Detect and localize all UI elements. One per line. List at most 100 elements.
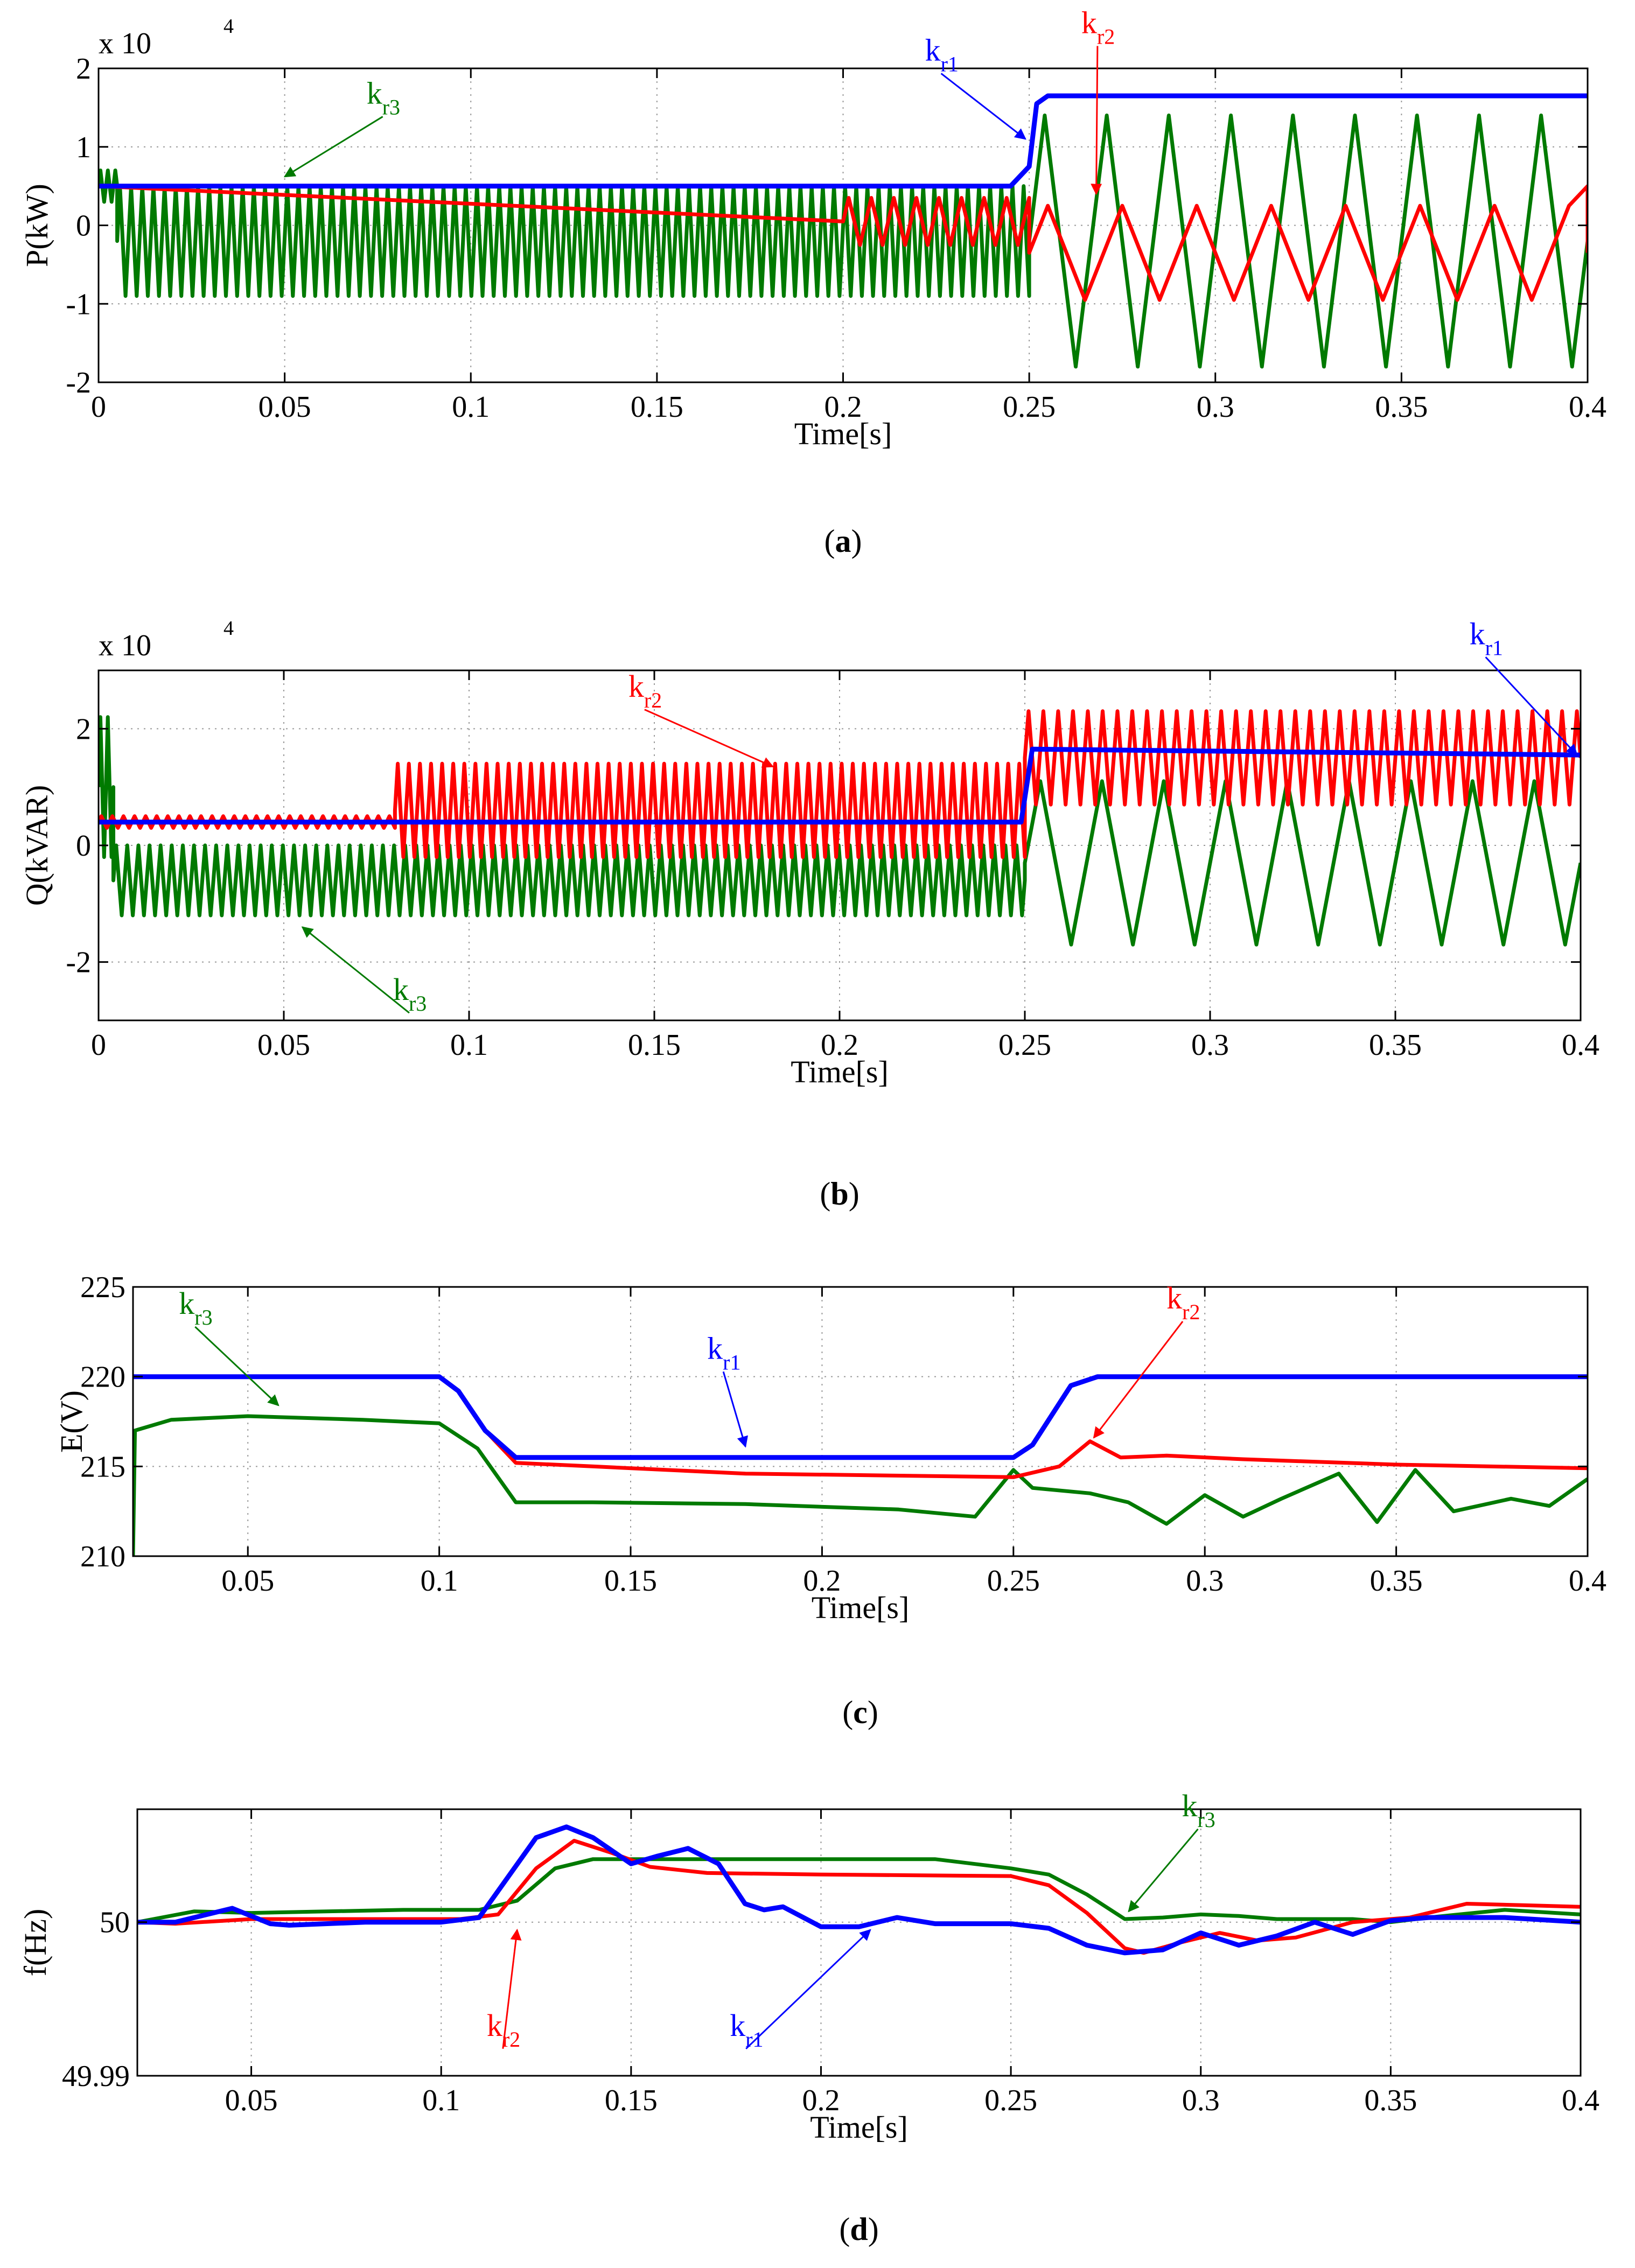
- y-tick-label: -1: [66, 288, 91, 321]
- x-tick-label: 0.1: [450, 1028, 488, 1062]
- x-tick-label: 0.05: [257, 1028, 310, 1062]
- x-tick-label: 0.05: [258, 390, 311, 424]
- x-tick-label: 0.05: [225, 2084, 278, 2117]
- x-tick-label: 0.15: [631, 390, 683, 424]
- panel-caption: (b): [820, 1176, 859, 1212]
- annotation-arrow-k-r3: [194, 1326, 280, 1406]
- annotation-arrow-k-r2: [1091, 46, 1102, 195]
- x-tick-label: 0.1: [421, 1564, 458, 1598]
- annotation-label-k-r3: kr3: [179, 1286, 212, 1329]
- y-tick-label: 2: [76, 712, 91, 746]
- series-line-k-r1: [99, 746, 1581, 825]
- y-tick-label: 225: [80, 1271, 125, 1304]
- annotation-label-k-r1: kr1: [925, 32, 959, 76]
- y-tick-label: 0: [76, 209, 91, 243]
- x-tick-label: 0.35: [1364, 2084, 1417, 2117]
- axes-box: [132, 1286, 1589, 1557]
- panel-caption: (c): [842, 1695, 878, 1730]
- chart-panel-a: 0 0.05 0.1 0.15 0.2 0.25 0.3 0.35 0.4 -2 -1 0 1 2 Time…: [19, 5, 1606, 559]
- y-axis-label: Q(kVAR): [19, 785, 54, 906]
- x-tick-label: 0.4: [1569, 1564, 1606, 1598]
- series-group: [133, 1374, 1588, 1556]
- y-tick-label: -2: [66, 946, 91, 979]
- annotation-label-k-r1: kr1: [730, 2008, 763, 2052]
- x-tick-label: 0.15: [605, 2084, 658, 2117]
- annotation-arrow-k-r3: [1128, 1828, 1199, 1913]
- y-tick-label: 1: [76, 131, 91, 164]
- series-line-k-r2: [99, 709, 1581, 859]
- annotation-label-k-r1: kr1: [707, 1331, 740, 1374]
- y-axis-label: P(kW): [19, 184, 54, 267]
- x-tick-label: 0.4: [1562, 2084, 1599, 2117]
- series-group: [99, 709, 1581, 947]
- annotation-label-k-r2: kr2: [628, 669, 662, 712]
- y-tick-label: 220: [80, 1361, 125, 1394]
- annotation-arrow-k-r1: [940, 73, 1026, 140]
- x-tick-label: 0.3: [1186, 1564, 1224, 1598]
- x-tick-label: 0.4: [1562, 1028, 1599, 1062]
- y-tick-label: 50: [100, 1906, 130, 1940]
- annotation-arrow-k-r3: [301, 926, 410, 1014]
- annotation-arrow-k-r3: [283, 116, 383, 178]
- series-group: [137, 1824, 1581, 1956]
- x-tick-label: 0.25: [984, 2084, 1037, 2117]
- series-line-k-r2: [99, 184, 1588, 302]
- panel-caption: (d): [839, 2211, 878, 2247]
- x-tick-label: 0.2: [821, 1028, 858, 1062]
- x-tick-label: 0: [91, 390, 106, 424]
- x-tick-label: 0.3: [1197, 390, 1234, 424]
- x-tick-label: 0.1: [452, 390, 490, 424]
- axis-multiplier-exponent: 4: [223, 15, 234, 38]
- x-tick-label: 0.1: [422, 2084, 460, 2117]
- chart-panel-c: 0.05 0.1 0.15 0.2 0.25 0.3 0.35 0.4 210 215 220 225…: [54, 1271, 1606, 1730]
- series-line-k-r3: [133, 1414, 1588, 1556]
- annotation-arrow-k-r1: [722, 1371, 748, 1448]
- y-tick-label: 49.99: [62, 2060, 130, 2093]
- annotation-label-k-r3: kr3: [367, 76, 400, 120]
- series-line-k-r2: [133, 1375, 1588, 1479]
- chart-panel-d: 0.05 0.1 0.15 0.2 0.25 0.3 0.35 0.4 49.99 50 Time[…: [18, 1788, 1599, 2247]
- axes-box: [136, 1808, 1582, 2077]
- chart-panel-b: 0 0.05 0.1 0.15 0.2 0.25 0.3 0.35 0.4 -2 0 2 Time[s]…: [19, 616, 1599, 1212]
- y-tick-label: 2: [76, 52, 91, 86]
- y-tick-label: 0: [76, 829, 91, 863]
- annotation-arrow-k-r2: [644, 709, 774, 768]
- x-tick-label: 0.25: [987, 1564, 1040, 1598]
- x-tick-label: 0.35: [1370, 1564, 1423, 1598]
- y-axis-label: f(Hz): [18, 1909, 53, 1977]
- annotation-arrow-k-r1: [745, 1929, 871, 2049]
- series-line-k-r1: [99, 93, 1588, 189]
- x-tick-label: 0.35: [1375, 390, 1428, 424]
- x-axis-label: Time[s]: [810, 2110, 908, 2145]
- x-tick-label: 0.3: [1191, 1028, 1229, 1062]
- x-tick-label: 0.15: [628, 1028, 681, 1062]
- annotation-label-k-r2: kr2: [1166, 1280, 1200, 1324]
- axis-multiplier-exponent: 4: [223, 617, 234, 640]
- x-tick-label: 0.2: [803, 1564, 841, 1598]
- x-axis-label: Time[s]: [794, 416, 892, 451]
- series-line-k-r1: [133, 1374, 1588, 1460]
- x-tick-label: 0.25: [998, 1028, 1051, 1062]
- x-tick-label: 0.05: [221, 1564, 274, 1598]
- panel-caption: (a): [825, 523, 862, 559]
- y-tick-label: 215: [80, 1450, 125, 1483]
- series-line-k-r3: [137, 1857, 1581, 1924]
- annotation-arrow-k-r1: [1485, 656, 1578, 756]
- annotation-label-k-r2: kr2: [487, 2008, 520, 2052]
- x-axis-label: Time[s]: [791, 1054, 889, 1089]
- axis-multiplier: x 10: [99, 629, 151, 662]
- y-axis-label: E(V): [54, 1390, 89, 1453]
- series-group: [99, 93, 1588, 369]
- annotation-label-k-r2: kr2: [1081, 5, 1115, 48]
- x-tick-label: 0.4: [1569, 390, 1606, 424]
- x-tick-label: 0.35: [1369, 1028, 1422, 1062]
- series-line-k-r1: [137, 1824, 1581, 1956]
- x-tick-label: 0: [91, 1028, 106, 1062]
- x-tick-label: 0.3: [1182, 2084, 1220, 2117]
- x-tick-label: 0.15: [604, 1564, 657, 1598]
- y-tick-label: -2: [66, 366, 91, 400]
- x-tick-label: 0.2: [825, 390, 862, 424]
- y-tick-label: 210: [80, 1540, 125, 1573]
- x-tick-label: 0.25: [1003, 390, 1056, 424]
